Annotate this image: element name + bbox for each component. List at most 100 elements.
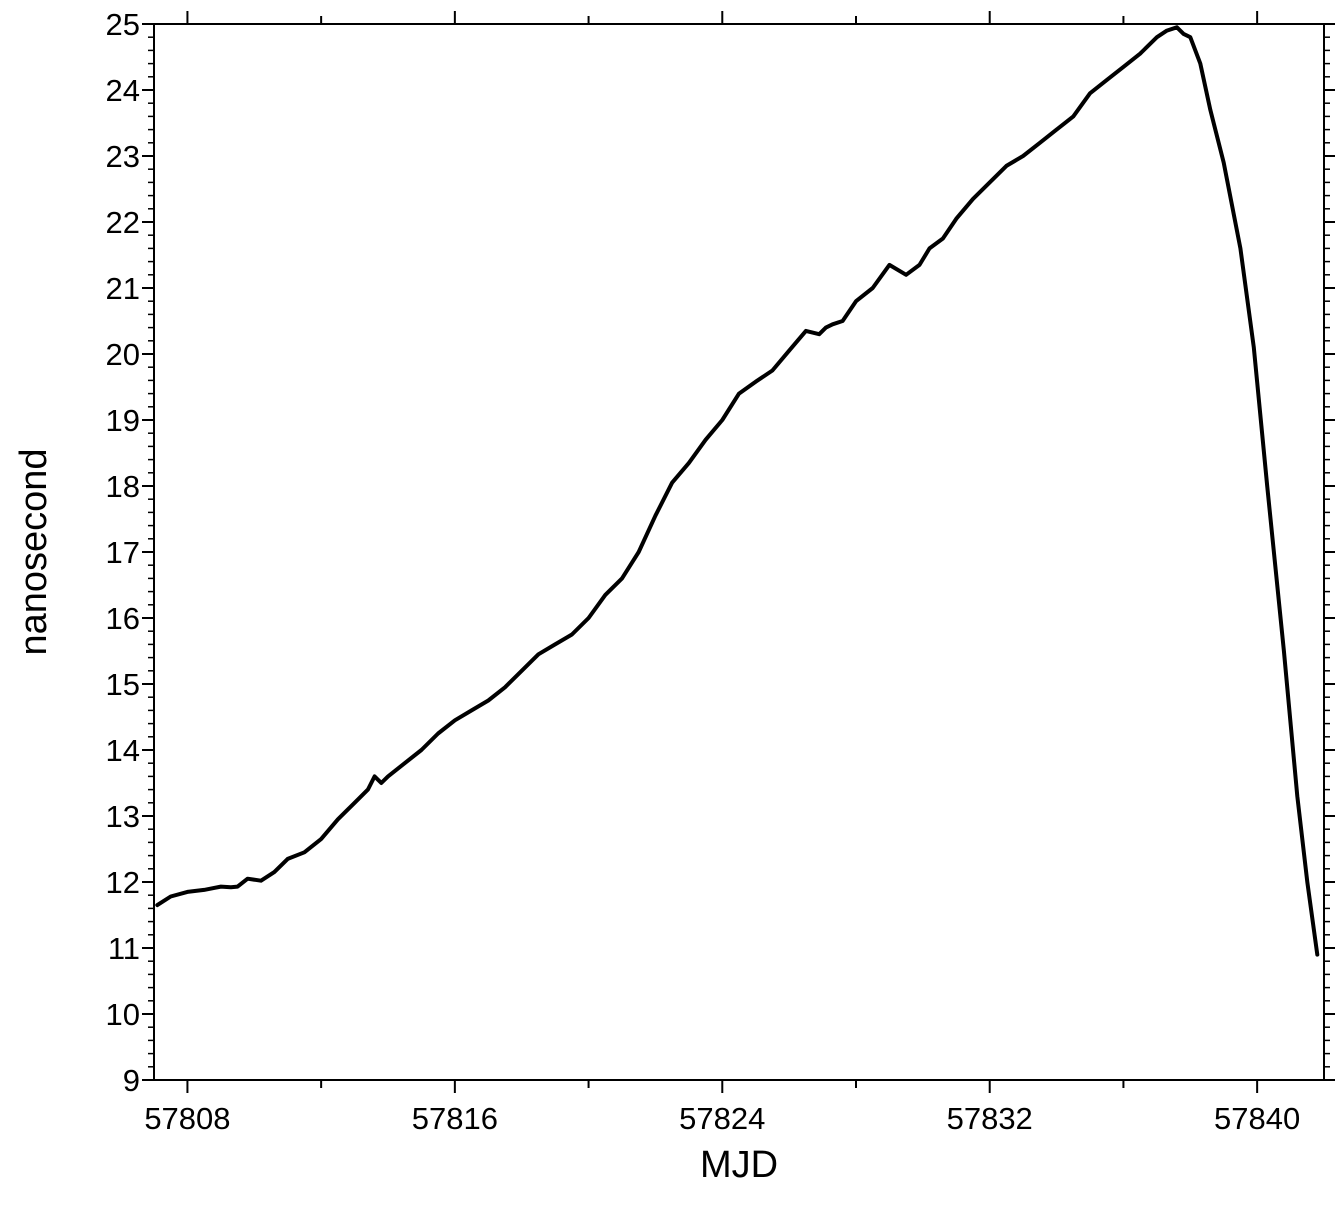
data-point — [1038, 141, 1042, 145]
y-axis-ticks: 9 10 11 12 13 14 15 16 17 18 19 20 21 22 23 24 25 — [106, 7, 1335, 1098]
data-point — [1265, 484, 1269, 488]
data-point — [653, 514, 658, 518]
data-point — [570, 632, 574, 637]
data-point — [169, 894, 173, 899]
data-point — [1071, 114, 1075, 118]
y-tick-label: 21 — [106, 271, 140, 306]
x-tick-label: 57816 — [412, 1101, 498, 1136]
x-axis-title: MJD — [700, 1144, 778, 1186]
data-point — [787, 349, 791, 353]
data-point — [453, 718, 457, 722]
data-point — [503, 685, 507, 689]
data-point — [286, 857, 290, 861]
y-tick-label: 9 — [123, 1063, 140, 1098]
series-layer — [155, 25, 1320, 957]
data-point — [704, 438, 708, 442]
y-tick-label: 22 — [106, 205, 140, 240]
data-point — [1175, 25, 1179, 29]
data-point — [403, 761, 407, 765]
data-point — [1121, 65, 1125, 69]
minor-ticks — [148, 16, 1330, 1088]
data-point — [1295, 794, 1299, 798]
data-point — [1021, 154, 1025, 158]
data-point — [1055, 128, 1059, 132]
data-point — [1222, 161, 1226, 165]
y-tick-label: 10 — [106, 997, 140, 1032]
data-point — [1305, 880, 1309, 884]
data-point — [1004, 164, 1009, 168]
data-point — [1252, 345, 1256, 349]
data-point — [1238, 246, 1242, 250]
data-point — [927, 246, 932, 250]
y-tick-label: 20 — [106, 337, 140, 372]
data-point — [971, 197, 975, 201]
data-point — [379, 781, 383, 785]
data-point — [988, 180, 992, 184]
data-point — [386, 774, 390, 779]
data-point — [887, 263, 892, 267]
y-tick-label: 16 — [106, 601, 140, 636]
data-point — [1138, 52, 1142, 56]
data-point — [470, 708, 474, 713]
data-point — [637, 550, 641, 554]
data-point — [185, 890, 189, 894]
data-point — [366, 788, 370, 792]
data-point — [302, 850, 306, 854]
data-point — [831, 322, 835, 326]
data-point — [841, 319, 845, 323]
y-tick-label: 17 — [106, 535, 140, 570]
data-point — [904, 273, 908, 277]
x-tick-label: 57832 — [947, 1101, 1033, 1136]
y-tick-label: 15 — [106, 667, 140, 702]
data-point — [854, 299, 858, 303]
data-point — [486, 698, 490, 703]
data-point — [236, 885, 240, 889]
data-point — [155, 903, 159, 907]
data-point — [553, 642, 557, 647]
data-point — [229, 885, 233, 889]
y-tick-label: 14 — [106, 733, 140, 768]
data-point — [824, 326, 828, 330]
data-point — [770, 368, 775, 373]
y-tick-label: 19 — [106, 403, 140, 438]
data-point — [246, 877, 250, 881]
y-tick-label: 18 — [106, 469, 140, 504]
data-point — [373, 774, 377, 779]
x-tick-label: 57840 — [1214, 1101, 1300, 1136]
data-point — [219, 885, 223, 889]
data-point — [259, 879, 263, 883]
data-point — [1182, 32, 1186, 36]
data-point — [419, 748, 423, 752]
y-tick-label: 24 — [106, 73, 140, 108]
y-axis-title: nanosecond — [13, 448, 55, 655]
data-point — [1088, 91, 1092, 95]
y-tick-label: 13 — [106, 799, 140, 834]
data-point — [1315, 953, 1319, 957]
data-point — [1198, 62, 1202, 66]
data-point — [1208, 108, 1212, 112]
data-point — [1155, 35, 1159, 39]
data-point — [804, 329, 808, 333]
data-point — [1165, 29, 1169, 33]
data-point — [272, 870, 276, 874]
data-point — [520, 669, 524, 673]
data-point — [202, 888, 206, 892]
data-point — [436, 731, 440, 736]
y-tick-label: 23 — [106, 139, 140, 174]
data-point — [353, 801, 357, 805]
x-axis-ticks: 57808 57816 57824 57832 57840 — [144, 11, 1300, 1136]
data-point — [941, 236, 945, 241]
data-point — [319, 837, 323, 841]
data-point — [917, 263, 922, 267]
data-point — [817, 332, 821, 336]
data-point — [587, 616, 591, 620]
data-point — [1188, 35, 1192, 39]
data-point — [336, 817, 340, 821]
x-tick-label: 57824 — [679, 1101, 765, 1136]
data-point — [737, 392, 741, 396]
y-tick-label: 25 — [106, 7, 140, 42]
data-point — [720, 418, 724, 422]
data-point — [536, 652, 541, 656]
data-point — [620, 576, 624, 581]
